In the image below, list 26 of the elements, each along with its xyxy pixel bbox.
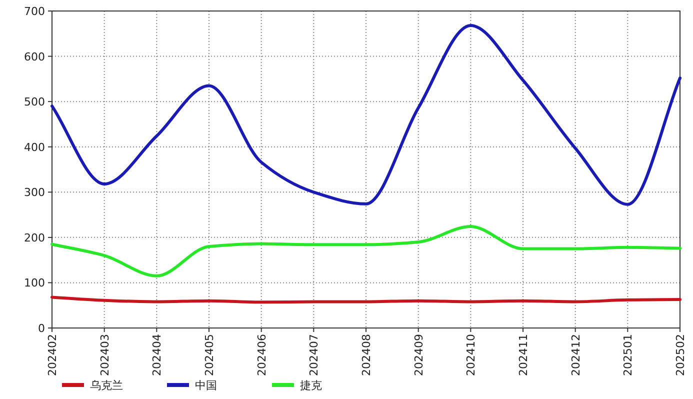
x-tick-label: 202409 — [412, 334, 426, 376]
y-tick-label: 500 — [24, 96, 45, 109]
y-tick-label: 600 — [24, 50, 45, 64]
x-tick-label: 202411 — [517, 334, 530, 376]
x-tick-label: 202502 — [674, 334, 687, 376]
legend-label: 捷克 — [300, 379, 322, 392]
x-tick-label: 202402 — [46, 334, 59, 376]
y-tick-label: 700 — [24, 5, 45, 18]
y-tick-label: 100 — [24, 276, 45, 290]
x-tick-label: 202406 — [255, 334, 268, 376]
y-tick-label: 0 — [38, 322, 45, 335]
x-tick-label: 202404 — [150, 334, 164, 376]
line-series — [50, 225, 682, 278]
x-tick-label: 202412 — [569, 334, 582, 376]
legend-label: 乌克兰 — [90, 379, 123, 392]
y-tick-label: 200 — [24, 231, 45, 244]
x-tick-label: 202405 — [203, 334, 216, 376]
y-tick-label: 300 — [24, 186, 45, 200]
x-tick-label: 202403 — [98, 334, 112, 376]
x-tick-label: 202408 — [360, 334, 373, 376]
x-tick-label: 202407 — [308, 334, 321, 376]
legend-label: 中国 — [195, 379, 217, 392]
x-tick-label: 202501 — [622, 334, 635, 376]
line-series — [50, 24, 682, 206]
y-tick-label: 400 — [24, 140, 45, 154]
x-tick-label: 202410 — [464, 334, 478, 376]
